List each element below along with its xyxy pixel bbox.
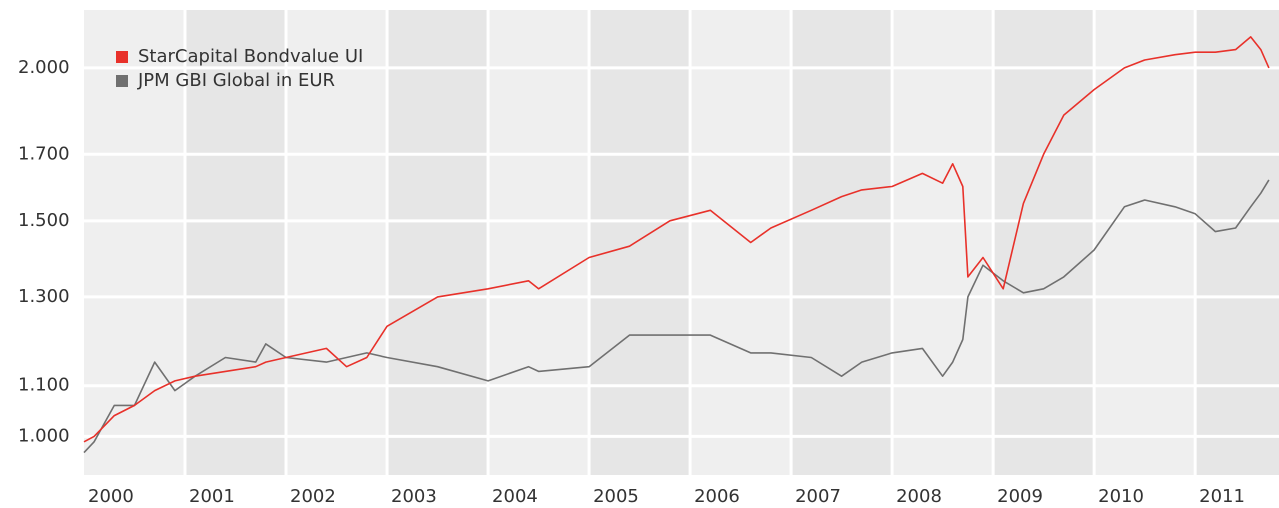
y-tick-label: 1.700 [18, 143, 70, 164]
year-band [1094, 10, 1196, 475]
x-tick-label: 2003 [391, 486, 437, 507]
x-tick-label: 2006 [694, 486, 740, 507]
series-line [83, 36, 1270, 443]
x-tick-label: 2008 [896, 486, 942, 507]
year-band [286, 10, 388, 475]
year-band [488, 10, 590, 475]
x-tick-label: 2010 [1098, 486, 1144, 507]
x-tick-label: 2004 [492, 486, 538, 507]
year-band [690, 10, 792, 475]
y-tick-label: 1.300 [18, 286, 70, 307]
x-tick-label: 2005 [593, 486, 639, 507]
legend-swatch [116, 75, 128, 87]
x-tick-label: 2000 [88, 486, 134, 507]
year-band [993, 10, 1095, 475]
x-tick-label: 2009 [997, 486, 1043, 507]
legend-label: StarCapital Bondvalue UI [138, 46, 363, 67]
year-band [387, 10, 489, 475]
year-band [892, 10, 994, 475]
x-tick-label: 2011 [1199, 486, 1245, 507]
year-band [791, 10, 893, 475]
x-tick-label: 2002 [290, 486, 336, 507]
year-band [185, 10, 287, 475]
legend-swatch [116, 51, 128, 63]
x-tick-label: 2001 [189, 486, 235, 507]
y-tick-label: 1.500 [18, 210, 70, 231]
y-tick-label: 2.000 [18, 57, 70, 78]
year-band [589, 10, 691, 475]
year-band [84, 10, 186, 475]
legend-label: JPM GBI Global in EUR [137, 70, 335, 91]
series-line [83, 179, 1270, 454]
y-tick-label: 1.100 [18, 375, 70, 396]
y-tick-label: 1.000 [18, 425, 70, 446]
x-tick-label: 2007 [795, 486, 841, 507]
year-band [1195, 10, 1279, 475]
